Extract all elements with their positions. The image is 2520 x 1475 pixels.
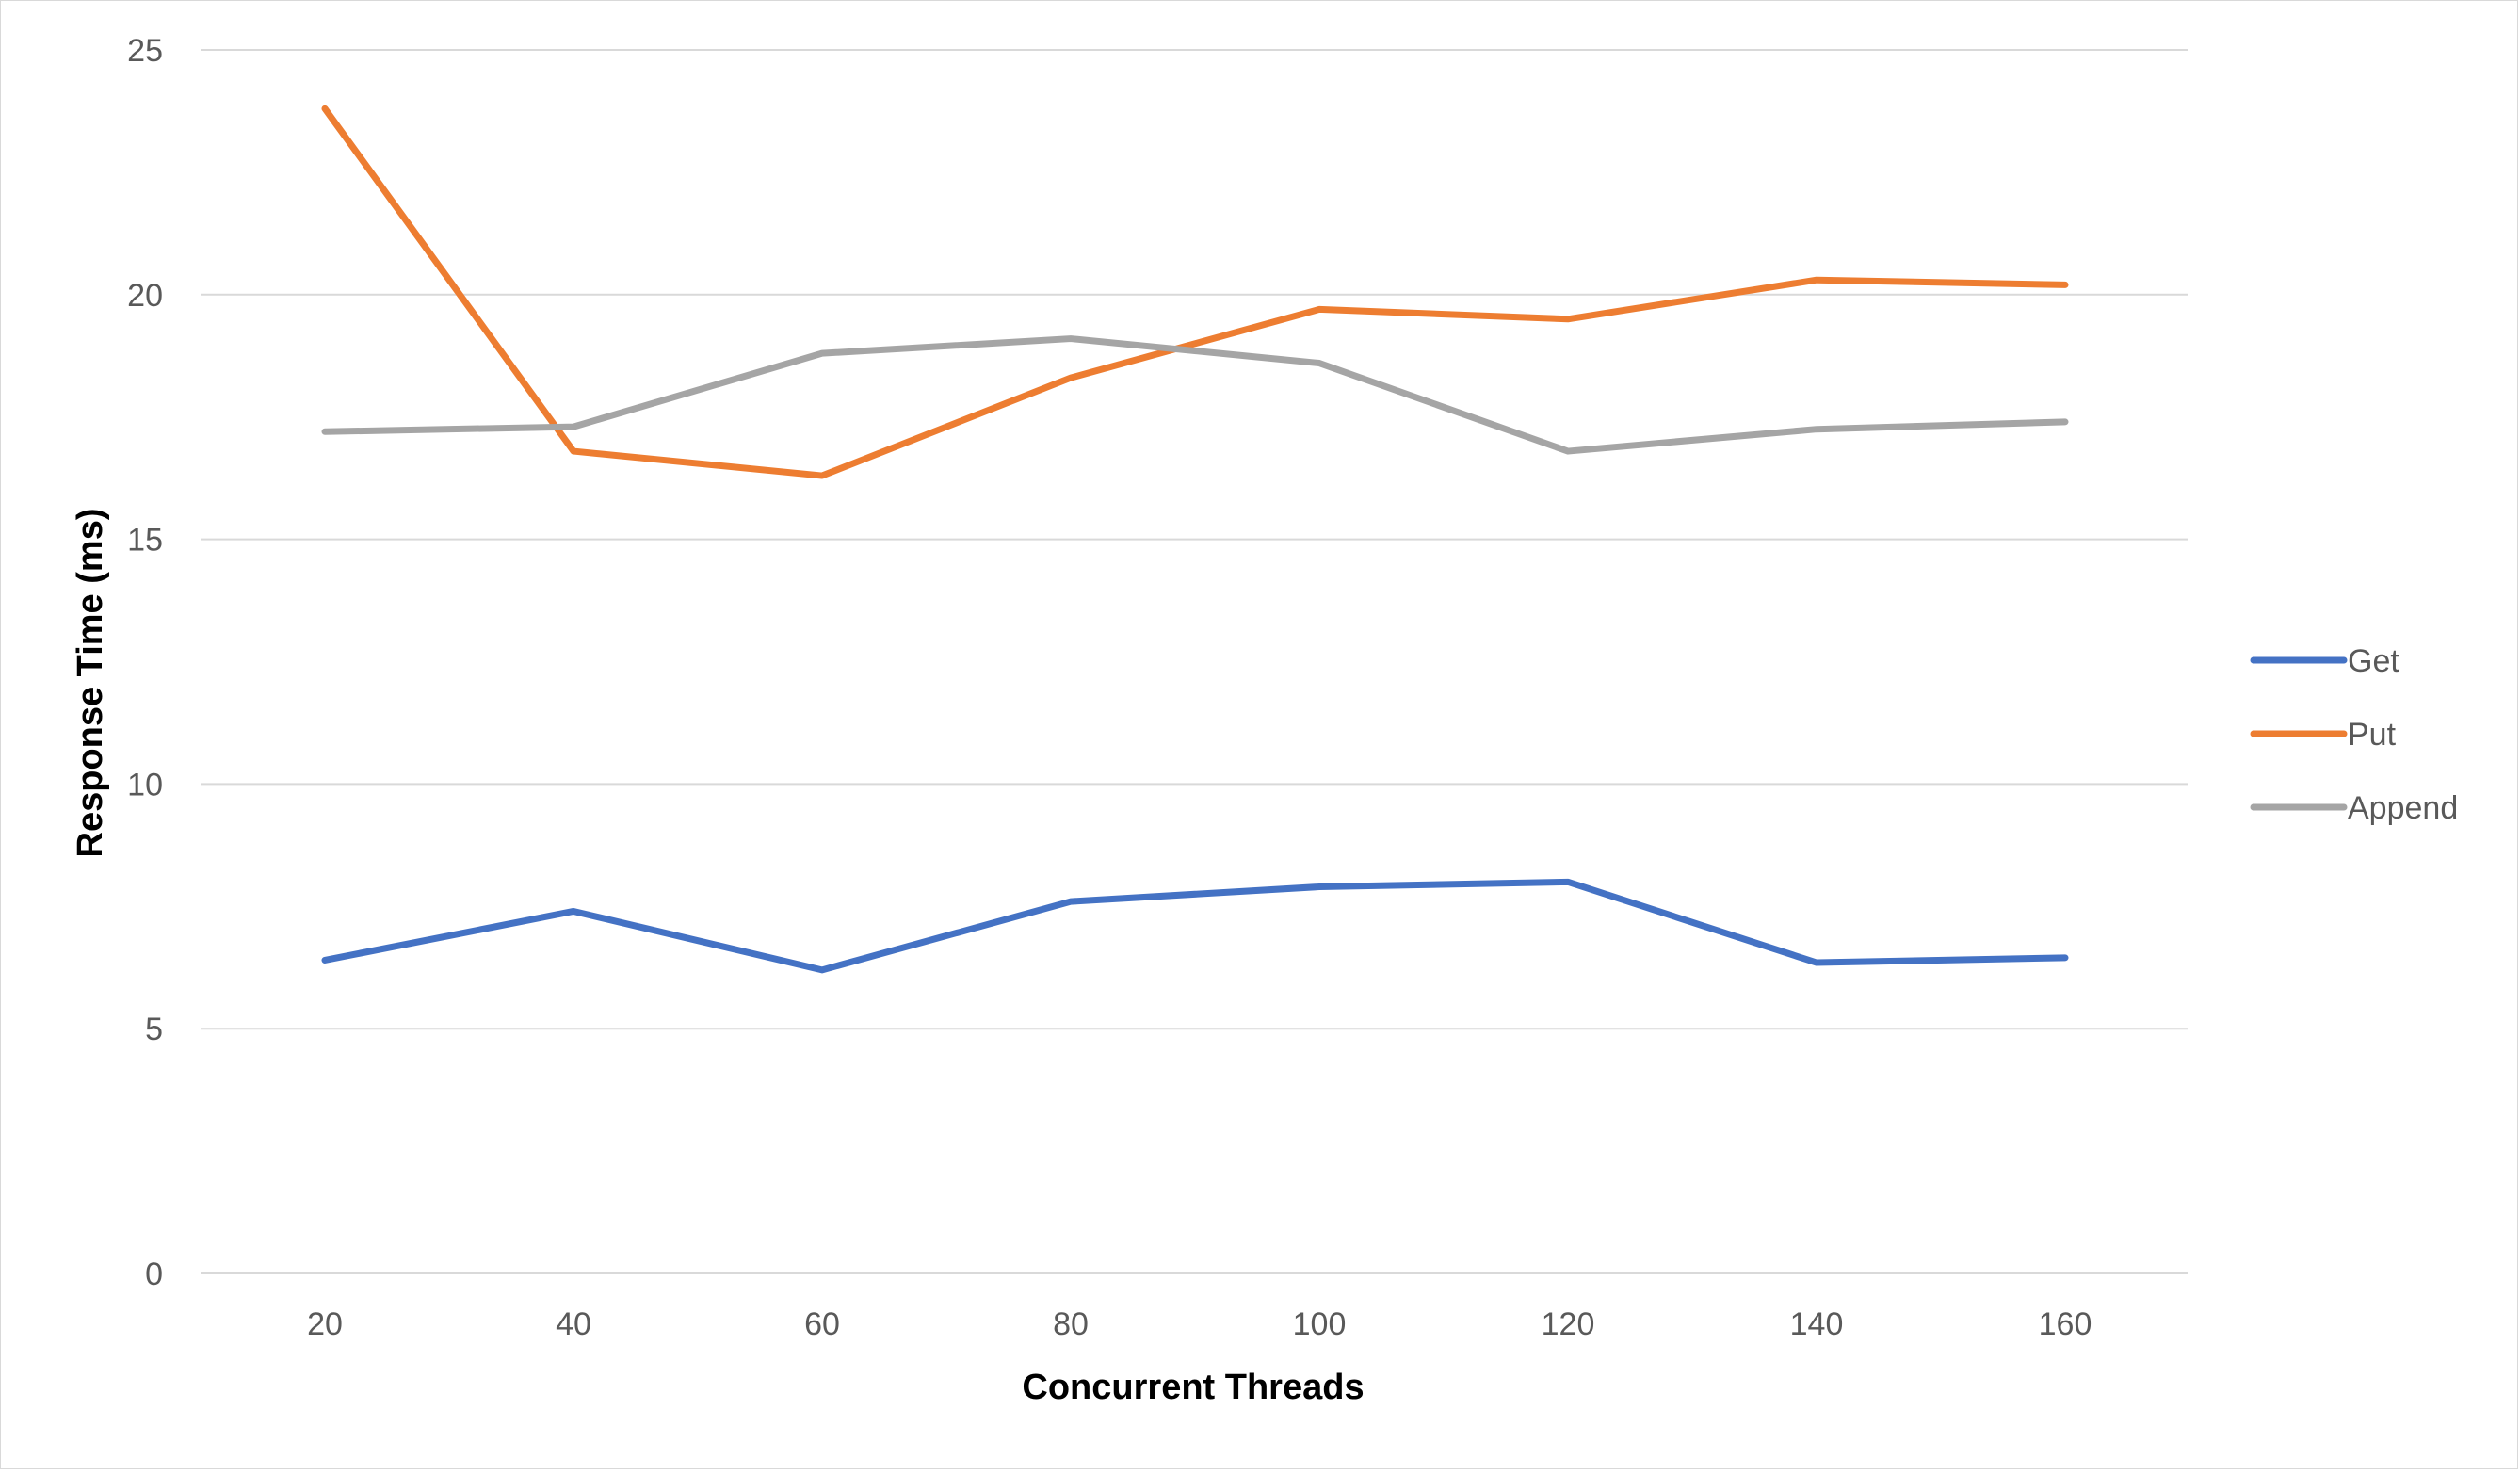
x-tick-label: 140	[1790, 1306, 1844, 1342]
y-tick-label: 20	[127, 278, 163, 314]
x-tick-label: 160	[2039, 1306, 2092, 1342]
x-tick-label: 80	[1053, 1306, 1089, 1342]
data-point-append	[1067, 335, 1074, 343]
y-tick-label: 10	[127, 767, 163, 802]
data-point-get	[1067, 898, 1074, 905]
data-point-append	[1564, 447, 1572, 455]
x-tick-label: 60	[804, 1306, 840, 1342]
y-axis-title: Response Time (ms)	[71, 509, 110, 858]
x-tick-label: 100	[1293, 1306, 1347, 1342]
legend: Get Put Append	[2250, 643, 2458, 826]
legend-label-append: Append	[2348, 790, 2458, 826]
y-tick-label: 5	[145, 1012, 163, 1047]
data-point-append	[321, 428, 329, 435]
data-point-put	[1316, 305, 1323, 313]
data-point-put	[570, 447, 577, 455]
y-tick-label: 0	[145, 1256, 163, 1292]
y-axis-ticks: 0 5 10 15 20 25	[127, 33, 163, 1292]
data-point-get	[570, 907, 577, 915]
data-point-get	[321, 956, 329, 964]
x-tick-label: 40	[556, 1306, 591, 1342]
data-point-put	[2061, 281, 2069, 288]
series-line-put	[321, 105, 2069, 479]
x-axis-ticks: 20 40 60 80 100 120 140 160	[307, 1306, 2092, 1342]
x-axis-title: Concurrent Threads	[1022, 1368, 1364, 1407]
data-point-get	[818, 966, 826, 974]
x-tick-label: 20	[307, 1306, 343, 1342]
gridlines	[201, 49, 2188, 1274]
data-point-get	[1316, 883, 1323, 891]
series-lines	[321, 105, 2069, 974]
data-point-put	[1564, 316, 1572, 323]
data-point-append	[2061, 418, 2069, 426]
data-point-append	[818, 349, 826, 357]
data-point-get	[1564, 878, 1572, 885]
data-point-put	[818, 472, 826, 479]
data-point-append	[1813, 426, 1820, 433]
data-point-get	[2061, 954, 2069, 962]
data-point-get	[1813, 959, 1820, 966]
series-line-get	[321, 878, 2069, 974]
data-point-append	[1316, 360, 1323, 367]
series-line-append	[321, 335, 2069, 455]
x-tick-label: 120	[1542, 1306, 1595, 1342]
data-point-put	[321, 105, 329, 112]
data-point-append	[570, 423, 577, 430]
legend-label-put: Put	[2348, 717, 2397, 753]
legend-label-get: Get	[2348, 643, 2399, 679]
data-point-put	[1067, 374, 1074, 381]
y-tick-label: 25	[127, 33, 163, 69]
y-tick-label: 15	[127, 523, 163, 559]
data-point-put	[1813, 276, 1820, 284]
